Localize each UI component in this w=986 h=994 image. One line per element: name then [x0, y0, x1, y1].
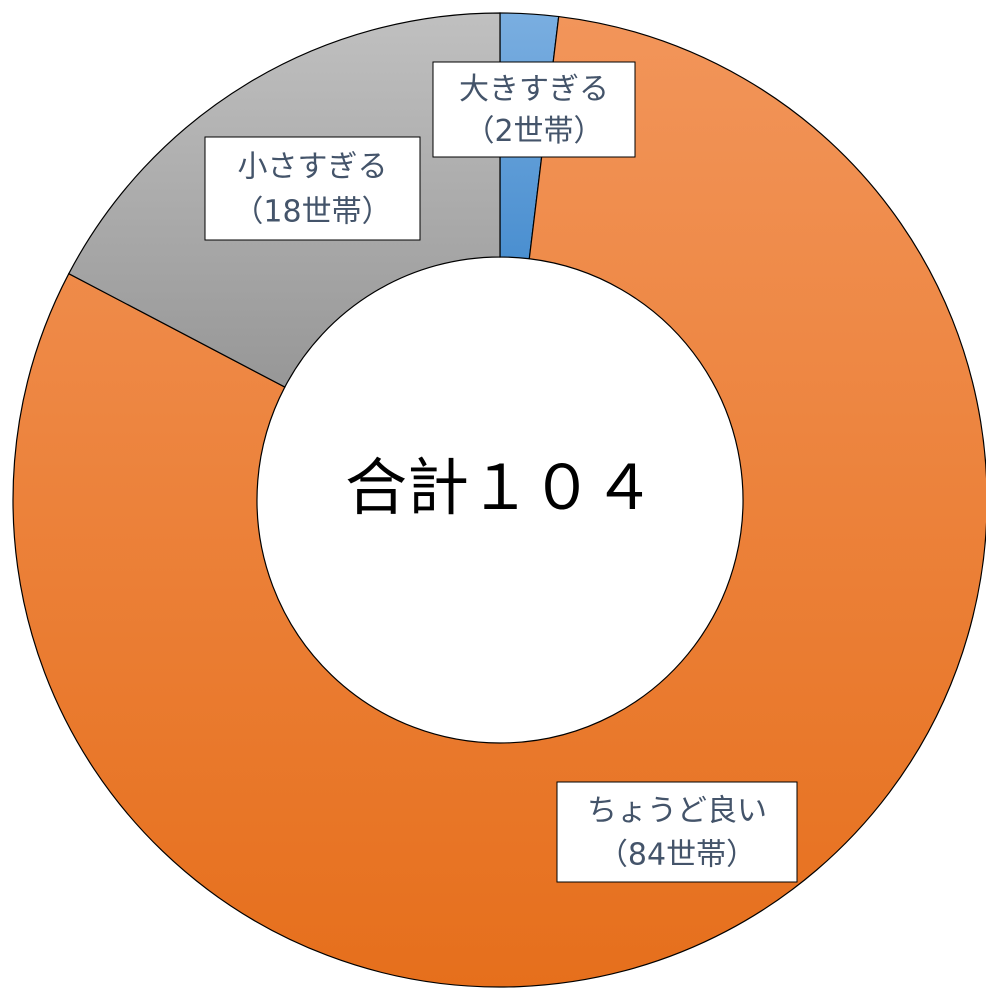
label-box [204, 136, 421, 241]
value-label: （2世帯） [464, 114, 603, 149]
center-label: 合計１０４ [345, 451, 655, 524]
label-box [556, 781, 798, 883]
category-label: 小さすぎる [238, 149, 388, 184]
donut-segment [12, 15, 986, 988]
value-label: （18世帯） [233, 195, 391, 230]
category-label: 大きすぎる [459, 72, 609, 107]
category-label: ちょうど良い [587, 794, 767, 829]
label-box [432, 61, 636, 158]
value-label: （84世帯） [598, 838, 756, 873]
